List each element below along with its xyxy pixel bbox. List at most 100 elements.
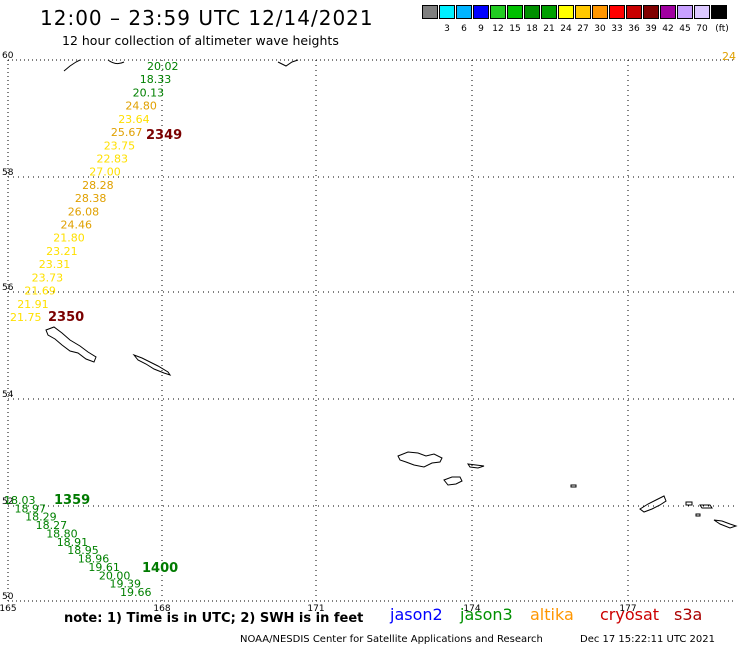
wave-height-label: 28.28 <box>82 179 114 192</box>
coastline-top-left <box>63 59 81 72</box>
axis-tick-labels: 165 168 171 174 177 60 58 56 54 52 50 <box>0 51 637 614</box>
map-edge-value: 24 <box>722 50 736 63</box>
wave-height-label: 23.64 <box>118 113 150 126</box>
scale-label: 6 <box>461 24 467 34</box>
coastline-attu-island <box>397 451 443 468</box>
scale-swatch <box>473 5 489 19</box>
footer-timestamp: Dec 17 15:22:11 UTC 2021 <box>580 634 715 645</box>
scale-label: 36 <box>628 24 640 34</box>
lat-tick-label: 60 <box>2 51 14 61</box>
lat-tick-label: 54 <box>2 390 14 400</box>
coastline-top-mid <box>107 59 125 65</box>
wave-height-label: 23.75 <box>104 139 136 152</box>
wave-height-label: 21.91 <box>17 298 49 311</box>
scale-label: 30 <box>594 24 606 34</box>
scale-label: 33 <box>611 24 623 34</box>
wave-height-label: 24.46 <box>61 219 93 232</box>
scale-unit-label: (ft) <box>715 24 729 34</box>
wave-height-label: 18.29 <box>25 511 56 524</box>
wave-height-label: 28.38 <box>75 192 107 205</box>
wave-height-label: 19.61 <box>88 561 120 574</box>
wave-height-label: 22.83 <box>97 153 129 166</box>
coastline-kiska-island <box>639 495 667 513</box>
wave-height-label: 23.73 <box>32 271 63 284</box>
coastline-semichi-islands <box>466 463 485 469</box>
wave-height-label: 20.02 <box>147 60 179 73</box>
lon-tick-label: 168 <box>153 604 170 614</box>
wave-height-label: 20.13 <box>133 86 165 99</box>
lon-tick-label: 165 <box>0 604 17 614</box>
scale-swatch <box>694 5 710 19</box>
satellite-label-jason3: jason3 <box>460 605 513 624</box>
wave-height-label: 21.75 <box>10 311 42 324</box>
scale-swatch <box>592 5 608 19</box>
wave-height-label: 18.91 <box>57 536 88 549</box>
lat-tick-label: 58 <box>2 168 14 178</box>
coastline-rat-islands <box>685 501 738 529</box>
scale-label: 15 <box>509 24 521 34</box>
pass-label-2350: 2350 <box>48 310 84 325</box>
coastline-medny-island <box>132 353 172 376</box>
lat-tick-label: 50 <box>2 592 14 602</box>
wave-height-label: 18.27 <box>36 519 68 532</box>
wave-height-label: 21.80 <box>53 232 85 245</box>
lon-tick-label: 177 <box>619 604 636 614</box>
wave-height-label: 26.08 <box>68 205 100 218</box>
scale-swatch <box>711 5 727 19</box>
scale-swatch <box>524 5 540 19</box>
wave-height-label: 21.69 <box>24 285 56 298</box>
units-note: note: 1) Time is in UTC; 2) SWH is in fe… <box>64 611 364 626</box>
pass-label-2349: 2349 <box>146 128 182 143</box>
scale-label: 70 <box>696 24 708 34</box>
coastline-agattu-island <box>443 476 463 486</box>
coastline-buldir-island <box>570 484 577 488</box>
scale-swatch <box>677 5 693 19</box>
scale-swatch <box>439 5 455 19</box>
scale-label: 45 <box>679 24 691 34</box>
wave-height-label: 18.03 <box>4 494 36 507</box>
altimeter-track-north: 20.0218.3320.1324.8023.6425.6723.7522.83… <box>10 60 179 324</box>
lat-tick-label: 52 <box>2 497 13 507</box>
scale-label: 9 <box>478 24 484 34</box>
coastlines <box>45 59 738 529</box>
scale-swatch <box>643 5 659 19</box>
wave-height-label: 23.21 <box>46 245 78 258</box>
scale-swatch <box>575 5 591 19</box>
scale-label: 42 <box>662 24 674 34</box>
pass-label-1359: 1359 <box>54 493 90 508</box>
coastline-bering-island <box>45 326 97 363</box>
scale-swatch <box>626 5 642 19</box>
wave-height-label: 23.31 <box>39 258 71 271</box>
footer-credit: NOAA/NESDIS Center for Satellite Applica… <box>240 634 543 645</box>
pass-label-1400: 1400 <box>142 561 178 576</box>
wave-height-label: 20.00 <box>99 569 130 582</box>
satellite-label-jason2: jason2 <box>390 605 443 624</box>
scale-label: 3 <box>444 24 450 34</box>
lon-tick-label: 174 <box>463 604 480 614</box>
lat-tick-label: 56 <box>2 283 14 293</box>
wave-height-label: 27.00 <box>89 166 121 179</box>
satellite-label-cryosat: cryosat <box>600 605 660 624</box>
scale-swatch <box>507 5 523 19</box>
altimeter-track-south: 18.0318.9718.2918.2718.8018.9118.9518.96… <box>4 494 152 599</box>
wave-height-label: 18.97 <box>15 502 47 515</box>
lat-lon-grid <box>8 60 736 601</box>
wave-height-label: 18.33 <box>140 73 172 86</box>
scale-label: 24 <box>560 24 572 34</box>
wave-height-label: 25.67 <box>111 126 142 139</box>
satellite-label-altika: altika <box>530 605 574 624</box>
wave-height-label: 18.80 <box>46 528 77 541</box>
scale-label: 27 <box>577 24 589 34</box>
map-frame <box>7 59 736 602</box>
scale-swatch <box>422 5 438 19</box>
page-subtitle: 12 hour collection of altimeter wave hei… <box>62 33 339 48</box>
scale-swatch <box>456 5 472 19</box>
wave-height-label: 18.95 <box>67 544 99 557</box>
wave-height-label: 24.80 <box>125 100 156 113</box>
wave-height-label: 19.66 <box>120 586 152 599</box>
page-title: 12:00 – 23:59 UTC 12/14/2021 <box>40 6 374 30</box>
scale-label: 12 <box>492 24 504 34</box>
scale-swatch <box>490 5 506 19</box>
